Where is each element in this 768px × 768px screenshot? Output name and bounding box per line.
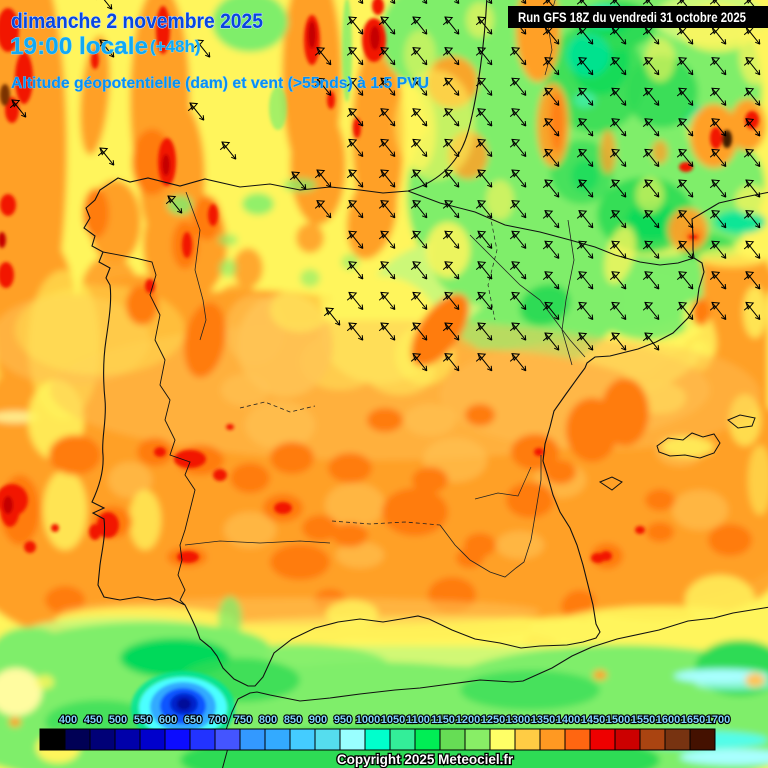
svg-text:19:00 locale: 19:00 locale: [10, 33, 148, 60]
svg-text:Copyright 2025 Meteociel.fr: Copyright 2025 Meteociel.fr: [337, 752, 514, 767]
svg-text:1300: 1300: [506, 714, 530, 726]
svg-text:600: 600: [159, 714, 177, 726]
svg-text:1250: 1250: [481, 714, 505, 726]
svg-text:550: 550: [134, 714, 152, 726]
svg-text:700: 700: [209, 714, 227, 726]
svg-text:400: 400: [59, 714, 77, 726]
svg-text:950: 950: [334, 714, 352, 726]
svg-text:(+48h): (+48h): [150, 37, 201, 56]
svg-text:800: 800: [259, 714, 277, 726]
svg-text:650: 650: [184, 714, 202, 726]
svg-text:850: 850: [284, 714, 302, 726]
svg-text:500: 500: [109, 714, 127, 726]
svg-text:1350: 1350: [531, 714, 555, 726]
svg-text:1650: 1650: [681, 714, 705, 726]
svg-text:1600: 1600: [656, 714, 680, 726]
svg-text:Altitude géopotentielle (dam): Altitude géopotentielle (dam) et vent (>…: [11, 75, 429, 92]
svg-text:1400: 1400: [556, 714, 580, 726]
svg-text:450: 450: [84, 714, 102, 726]
svg-text:1450: 1450: [581, 714, 605, 726]
svg-text:1150: 1150: [431, 714, 455, 726]
svg-text:750: 750: [234, 714, 252, 726]
svg-text:1500: 1500: [606, 714, 630, 726]
svg-text:Run GFS 18Z du vendredi 31 oct: Run GFS 18Z du vendredi 31 octobre 2025: [518, 10, 746, 25]
svg-text:1200: 1200: [456, 714, 480, 726]
svg-text:900: 900: [309, 714, 327, 726]
svg-text:1550: 1550: [631, 714, 655, 726]
svg-text:1700: 1700: [706, 714, 730, 726]
svg-text:1050: 1050: [381, 714, 405, 726]
svg-text:dimanche 2 novembre 2025: dimanche 2 novembre 2025: [11, 10, 263, 33]
svg-text:1000: 1000: [356, 714, 380, 726]
svg-text:1100: 1100: [406, 714, 430, 726]
